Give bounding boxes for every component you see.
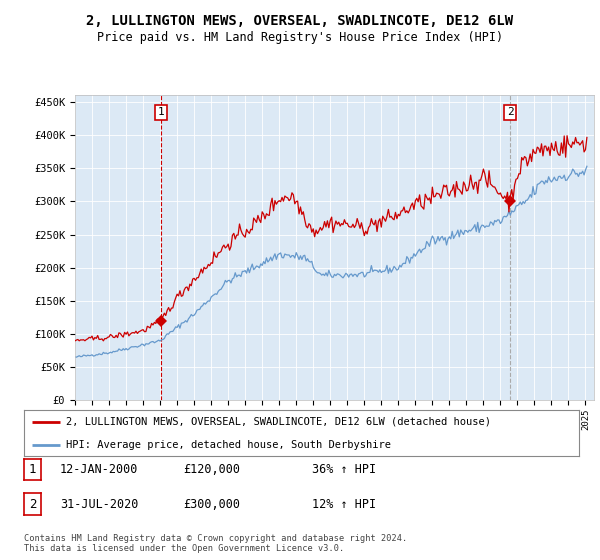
Text: 12-JAN-2000: 12-JAN-2000 [60, 463, 139, 476]
Text: 36% ↑ HPI: 36% ↑ HPI [312, 463, 376, 476]
Text: 2, LULLINGTON MEWS, OVERSEAL, SWADLINCOTE, DE12 6LW: 2, LULLINGTON MEWS, OVERSEAL, SWADLINCOT… [86, 14, 514, 28]
Text: 1: 1 [157, 108, 164, 118]
Text: 12% ↑ HPI: 12% ↑ HPI [312, 497, 376, 511]
Text: HPI: Average price, detached house, South Derbyshire: HPI: Average price, detached house, Sout… [65, 440, 391, 450]
Text: Contains HM Land Registry data © Crown copyright and database right 2024.
This d: Contains HM Land Registry data © Crown c… [24, 534, 407, 553]
Text: Price paid vs. HM Land Registry's House Price Index (HPI): Price paid vs. HM Land Registry's House … [97, 31, 503, 44]
Text: 2: 2 [507, 108, 514, 118]
Text: 2, LULLINGTON MEWS, OVERSEAL, SWADLINCOTE, DE12 6LW (detached house): 2, LULLINGTON MEWS, OVERSEAL, SWADLINCOT… [65, 417, 491, 427]
Text: 1: 1 [29, 463, 36, 476]
Text: £300,000: £300,000 [183, 497, 240, 511]
Text: £120,000: £120,000 [183, 463, 240, 476]
Text: 31-JUL-2020: 31-JUL-2020 [60, 497, 139, 511]
Text: 2: 2 [29, 497, 36, 511]
